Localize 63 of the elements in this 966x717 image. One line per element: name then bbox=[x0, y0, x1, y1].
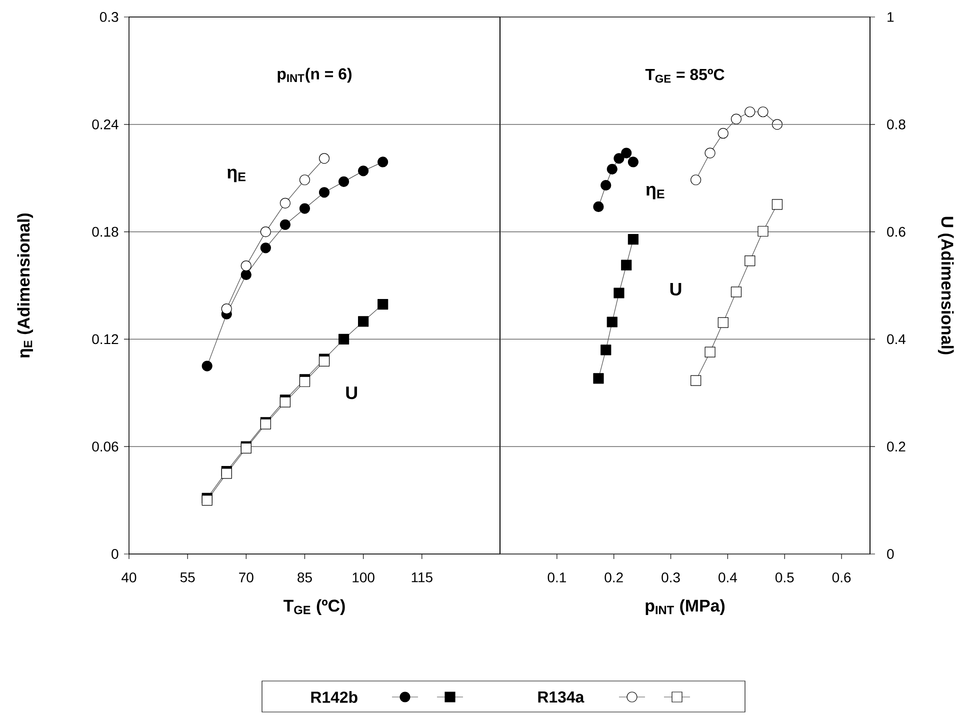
point bbox=[600, 344, 612, 356]
y-axis-title: η$_{E}$ (Adimensional) bbox=[17, 213, 34, 358]
x-tick-label: 0.5 bbox=[775, 572, 794, 582]
point bbox=[221, 303, 232, 314]
y2-tick-label: 0 bbox=[887, 549, 894, 559]
point bbox=[621, 260, 632, 270]
point bbox=[358, 316, 369, 327]
x-tick-label: 0.3 bbox=[662, 572, 680, 582]
point bbox=[614, 288, 624, 298]
legend-label: R134a bbox=[538, 691, 584, 703]
y2-axis-title: U (Adimensional) bbox=[938, 216, 954, 354]
y-tick-label: 0 bbox=[112, 549, 118, 559]
x-tick-label: 100 bbox=[352, 572, 374, 582]
x-tick-label: 85 bbox=[298, 572, 312, 582]
y-tick-label: 0.12 bbox=[92, 334, 118, 344]
y2-tick-label: 0.6 bbox=[887, 226, 906, 237]
text: T$_{GE}$ = 85ºC bbox=[645, 68, 724, 83]
x-tick-label: 0.2 bbox=[604, 572, 623, 582]
point bbox=[628, 234, 639, 245]
point bbox=[202, 360, 212, 372]
point bbox=[628, 156, 639, 168]
x-tick-label: 0.1 bbox=[548, 572, 566, 582]
point bbox=[338, 176, 350, 187]
point bbox=[240, 269, 252, 280]
point bbox=[593, 201, 604, 212]
x-tick-label: 40 bbox=[122, 572, 136, 582]
text: p$_{INT}$(n = 6) bbox=[278, 68, 352, 83]
y-tick-label: 0.3 bbox=[100, 12, 118, 22]
point bbox=[202, 494, 212, 506]
point bbox=[606, 316, 618, 328]
y2-tick-label: 0.2 bbox=[887, 442, 906, 452]
annotation: η$_{E}$ bbox=[228, 168, 246, 182]
annotation: U bbox=[670, 282, 682, 296]
x-axis-title: T$_{GE}$ (ºC) bbox=[284, 599, 345, 616]
y2-tick-label: 0.4 bbox=[887, 334, 906, 344]
point bbox=[593, 373, 604, 384]
point bbox=[621, 148, 632, 158]
point bbox=[378, 156, 388, 168]
point bbox=[358, 166, 369, 176]
y-tick-label: 0.18 bbox=[92, 226, 118, 237]
legend-label: R142b bbox=[311, 691, 358, 703]
point bbox=[614, 153, 624, 164]
x-tick-label: 70 bbox=[239, 572, 254, 582]
y2-tick-label: 1 bbox=[888, 12, 894, 22]
point bbox=[378, 298, 388, 310]
x-tick-label: 55 bbox=[180, 572, 195, 582]
x-tick-label: 0.6 bbox=[832, 572, 851, 582]
point bbox=[318, 187, 330, 198]
point bbox=[260, 242, 271, 254]
point bbox=[318, 356, 330, 367]
point bbox=[280, 219, 291, 230]
y-tick-label: 0.06 bbox=[92, 442, 118, 452]
x-axis-title: p$_{INT}$ (MPa) bbox=[646, 599, 725, 616]
x-tick-label: 115 bbox=[412, 572, 432, 582]
annotation: U bbox=[346, 386, 357, 400]
point bbox=[299, 203, 310, 214]
y-tick-label: 0.24 bbox=[92, 119, 118, 130]
x-tick-label: 0.4 bbox=[718, 572, 737, 582]
point bbox=[600, 180, 612, 191]
point bbox=[606, 164, 618, 174]
y2-tick-label: 0.8 bbox=[887, 119, 906, 130]
annotation: η$_{E}$ bbox=[646, 186, 664, 200]
point bbox=[338, 334, 350, 344]
